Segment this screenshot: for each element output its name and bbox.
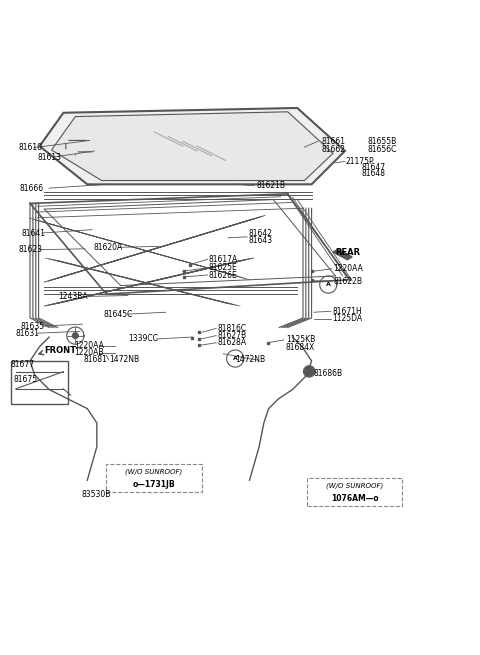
Text: 81645C: 81645C — [103, 310, 132, 318]
Text: 81622B: 81622B — [333, 276, 362, 286]
Text: 81662: 81662 — [321, 145, 345, 153]
Text: 81816C: 81816C — [217, 324, 247, 333]
Text: 81621B: 81621B — [257, 181, 286, 190]
Text: 1220AB: 1220AB — [74, 348, 104, 357]
Text: 81631: 81631 — [16, 329, 40, 338]
Text: 81613: 81613 — [37, 153, 61, 162]
Text: 1220AA: 1220AA — [74, 341, 104, 350]
Text: 1125DA: 1125DA — [332, 314, 362, 324]
Text: 81684X: 81684X — [286, 343, 315, 352]
Text: 81610: 81610 — [18, 143, 42, 152]
Text: 1220AA: 1220AA — [333, 265, 363, 273]
Text: 81677: 81677 — [11, 360, 35, 369]
Text: 81623: 81623 — [18, 245, 42, 254]
Text: 1472NB: 1472NB — [235, 356, 265, 364]
Text: 1125KB: 1125KB — [286, 335, 315, 345]
Text: 1472NB: 1472NB — [109, 356, 139, 364]
Text: 81647: 81647 — [362, 163, 386, 172]
Text: (W/O SUNROOF): (W/O SUNROOF) — [326, 483, 383, 489]
Text: 81627B: 81627B — [217, 331, 247, 340]
Text: 81681: 81681 — [84, 356, 108, 364]
Text: 81617A: 81617A — [209, 255, 238, 264]
Text: 81635: 81635 — [21, 322, 45, 331]
Text: A: A — [233, 356, 238, 361]
Polygon shape — [333, 250, 352, 260]
Text: 81655B: 81655B — [368, 137, 397, 146]
Bar — [11, 361, 68, 404]
Text: FRONT: FRONT — [44, 346, 76, 355]
Text: 81628A: 81628A — [217, 338, 247, 347]
Text: o—1731JB: o—1731JB — [133, 479, 175, 489]
Text: 81642: 81642 — [249, 229, 273, 238]
Text: 81671H: 81671H — [332, 307, 362, 316]
Text: 81625E: 81625E — [209, 263, 238, 272]
Polygon shape — [39, 108, 345, 184]
Text: 81656C: 81656C — [368, 145, 397, 153]
Text: A: A — [326, 282, 331, 287]
Polygon shape — [304, 367, 314, 376]
Text: 81686B: 81686B — [314, 369, 343, 379]
Text: 1339CC: 1339CC — [128, 335, 158, 343]
Text: 81648: 81648 — [362, 170, 386, 178]
Text: (W/O SUNROOF): (W/O SUNROOF) — [125, 468, 183, 475]
Text: 81675: 81675 — [13, 375, 37, 384]
Polygon shape — [51, 112, 333, 181]
Text: REAR: REAR — [336, 248, 360, 257]
Text: 81626E: 81626E — [209, 271, 238, 280]
Text: 21175P: 21175P — [346, 157, 374, 166]
Text: 1243BA: 1243BA — [59, 292, 88, 301]
Text: 81620A: 81620A — [93, 243, 122, 252]
Text: 81641: 81641 — [22, 229, 46, 238]
Polygon shape — [72, 333, 78, 339]
Text: 81661: 81661 — [321, 137, 345, 146]
Text: 83530B: 83530B — [82, 490, 111, 499]
Text: 81666: 81666 — [19, 183, 43, 193]
Text: 81643: 81643 — [249, 236, 273, 245]
Text: 1076AM—o: 1076AM—o — [331, 494, 378, 503]
